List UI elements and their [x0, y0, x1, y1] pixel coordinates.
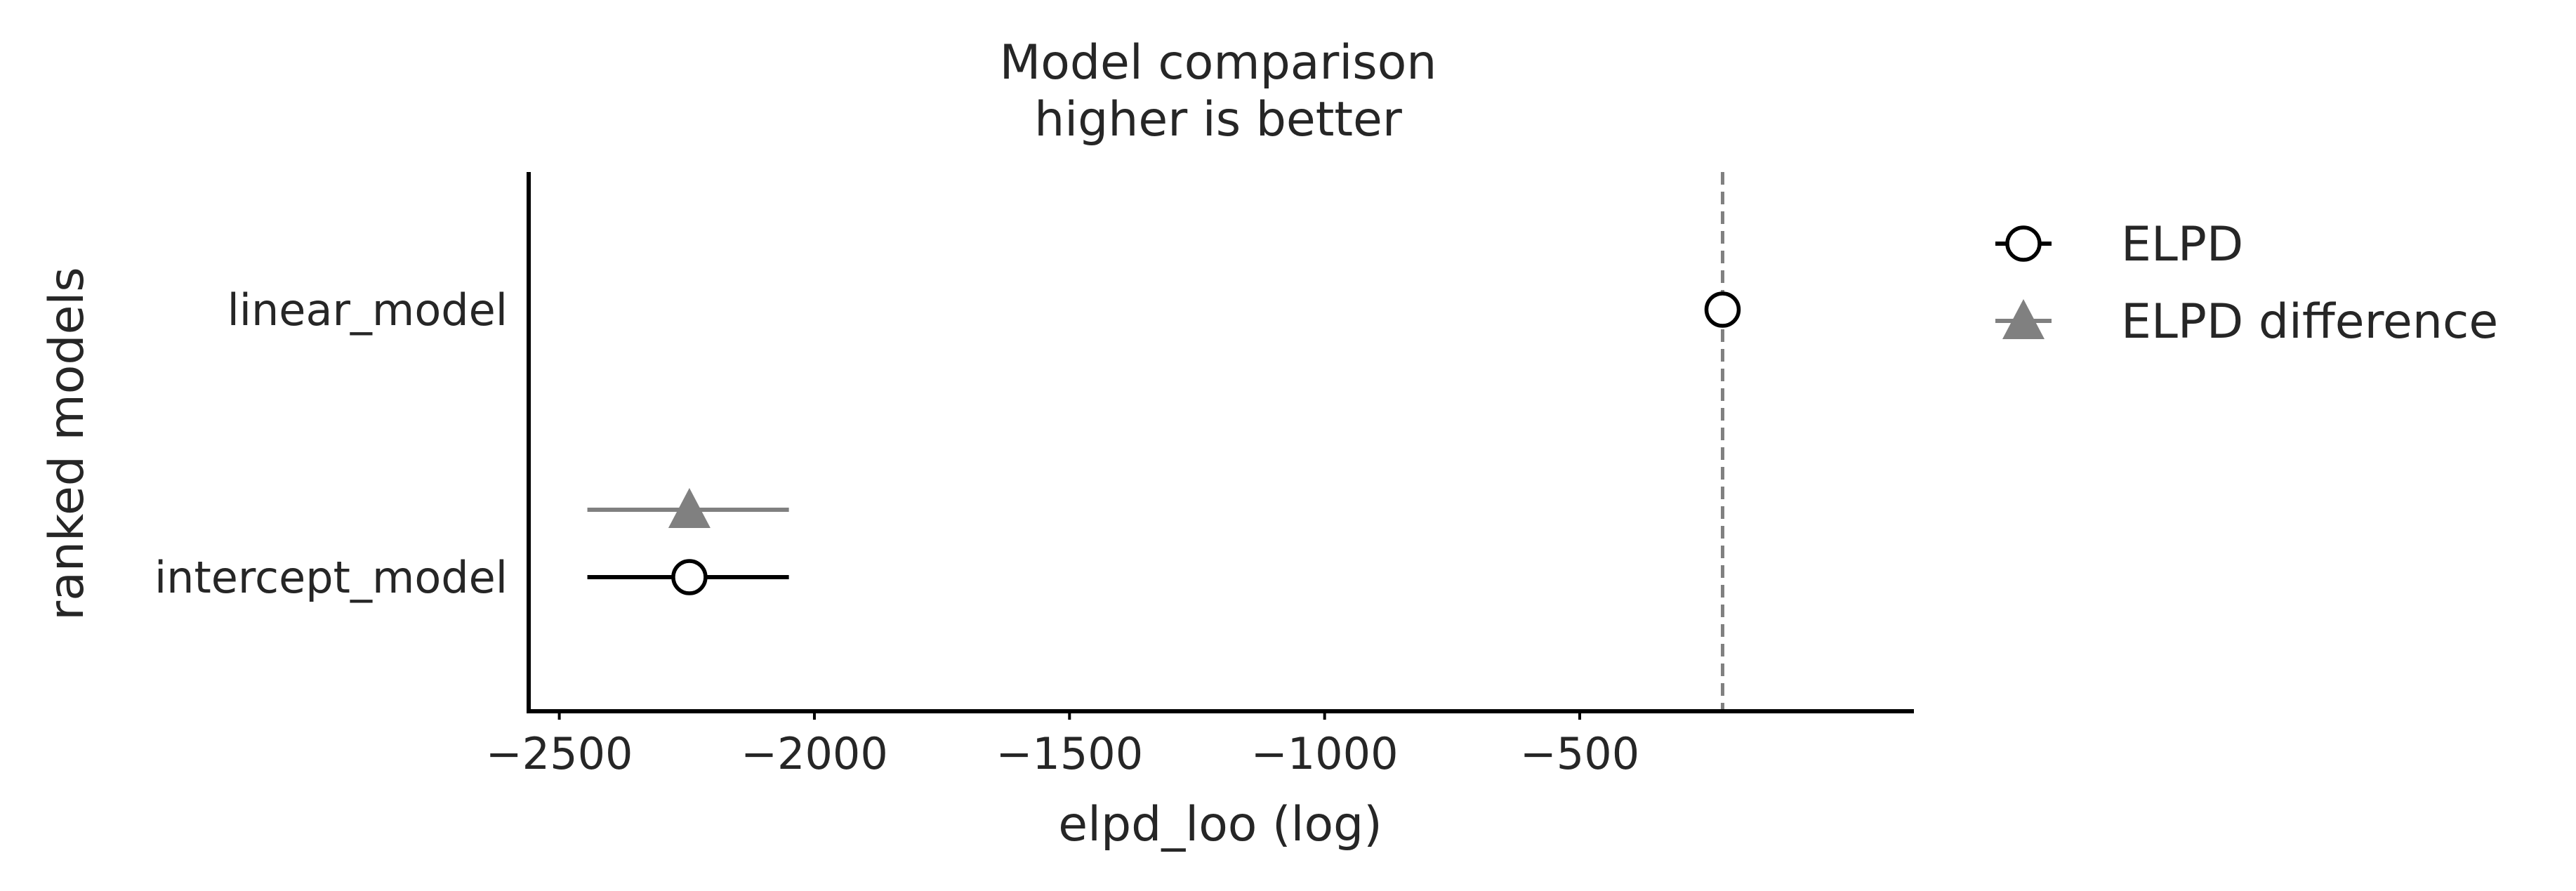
x-tick-label: −500 [1520, 728, 1639, 779]
x-tick-label: −2000 [741, 728, 888, 779]
legend-label: ELPD difference [2121, 294, 2498, 350]
chart-subtitle: higher is better [1034, 92, 1402, 147]
legend-label: ELPD [2121, 217, 2243, 272]
elpd-point [1704, 291, 1741, 328]
y-tick-label: linear_model [227, 284, 508, 336]
y-tick-label: intercept_model [154, 552, 508, 603]
legend: ELPD ELPD difference [1995, 217, 2498, 350]
x-tick-label: −2500 [486, 728, 633, 779]
chart-title-line-1: Model comparison [1000, 35, 1437, 91]
axes [527, 172, 1914, 713]
legend-circle-marker [2005, 225, 2042, 262]
x-tick-label: −1000 [1251, 728, 1399, 779]
series-layer [587, 291, 1741, 595]
legend-triangle-marker [2002, 299, 2045, 339]
chart-title: Model comparison higher is better [1000, 35, 1437, 147]
elpd-point [671, 559, 708, 595]
x-tick-label: −1500 [996, 728, 1143, 779]
x-axis-label: elpd_loo (log) [1058, 797, 1382, 852]
x-tick-labels: −2500 −2000 −1500 −1000 −500 [486, 711, 1639, 779]
y-tick-labels: linear_model intercept_model [154, 284, 508, 603]
y-axis-label: ranked models [39, 267, 95, 620]
elpd-difference-point [668, 488, 711, 528]
